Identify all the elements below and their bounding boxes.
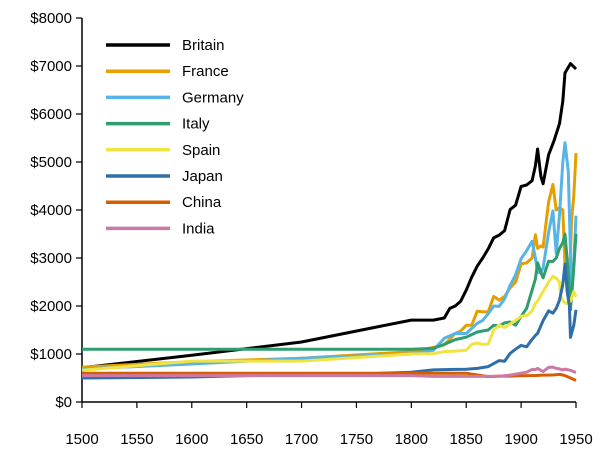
y-tick-label: $8000: [30, 10, 72, 27]
series-lines: [81, 62, 578, 382]
x-tick-label: 1750: [340, 431, 373, 448]
x-tick-label: 1650: [230, 431, 263, 448]
legend-label-germany: Germany: [182, 89, 244, 106]
legend-label-italy: Italy: [182, 116, 210, 133]
x-tick-label: 1850: [450, 431, 483, 448]
x-tick-label: 1950: [559, 431, 592, 448]
y-tick-label: $4000: [30, 202, 72, 219]
y-tick-label: $7000: [30, 58, 72, 75]
y-tick-label: $1000: [30, 346, 72, 363]
y-tick-label: $6000: [30, 106, 72, 123]
x-tick-label: 1700: [285, 431, 318, 448]
axes: $0 $1000 $2000 $3000 $4000 $5000 $6000 $7000 $80…: [30, 10, 592, 448]
legend: Britain France Germany Italy Spain Japan China…: [106, 37, 244, 237]
y-tick-label: $0: [55, 394, 72, 411]
series-line-china: [82, 371, 577, 382]
x-tick-label: 1900: [504, 431, 537, 448]
legend-label-france: France: [182, 63, 229, 80]
legend-label-spain: Spain: [182, 142, 220, 159]
series-line-india: [82, 365, 577, 378]
x-tick-label: 1500: [65, 431, 98, 448]
legend-label-japan: Japan: [182, 168, 223, 185]
x-tick-label: 1600: [175, 431, 208, 448]
series-line-japan: [81, 262, 578, 380]
legend-label-india: India: [182, 220, 215, 237]
x-tick-label: 1800: [395, 431, 428, 448]
series-line-britain: [81, 62, 578, 370]
y-tick-label: $5000: [30, 154, 72, 171]
y-tick-label: $2000: [30, 298, 72, 315]
series-line-italy: [82, 232, 578, 351]
y-tick-label: $3000: [30, 250, 72, 267]
series-line-germany: [81, 141, 578, 371]
legend-label-britain: Britain: [182, 37, 225, 54]
legend-label-china: China: [182, 194, 222, 211]
x-tick-label: 1550: [120, 431, 153, 448]
